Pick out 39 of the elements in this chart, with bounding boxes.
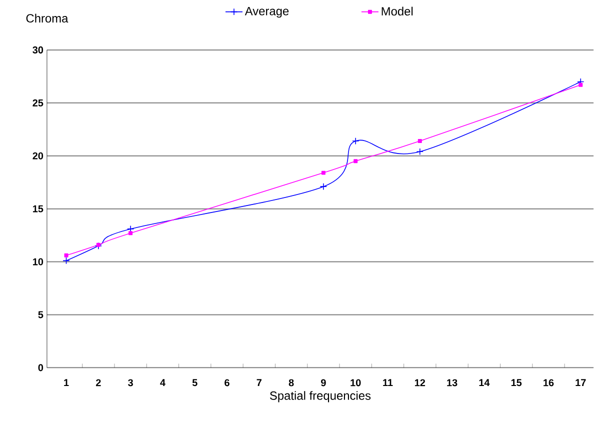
- x-tick-label: 5: [192, 379, 198, 386]
- x-tick-label: 8: [288, 379, 294, 386]
- y-tick-label: 0: [38, 364, 44, 372]
- legend-label: Model: [382, 6, 413, 16]
- x-tick-label: 7: [256, 379, 262, 386]
- y-tick-label: 10: [33, 258, 44, 266]
- y-tick-label: 30: [32, 46, 44, 54]
- y-tick-label: 15: [33, 206, 44, 212]
- x-tick-label: 16: [544, 379, 554, 386]
- y-tick-label: 25: [32, 100, 44, 107]
- point: [578, 83, 583, 88]
- point: [320, 183, 328, 190]
- x-tick-label: 14: [479, 379, 490, 386]
- x-tick-label: 4: [160, 379, 166, 386]
- y-axis-title: Chroma: [26, 14, 68, 23]
- point: [352, 138, 360, 145]
- point: [62, 257, 70, 264]
- x-tick-label: 11: [383, 379, 393, 386]
- x-tick-label: 15: [511, 379, 522, 386]
- y-tick-label: 20: [32, 152, 44, 160]
- x-tick-label: 1: [64, 379, 69, 386]
- point: [416, 148, 424, 156]
- x-tick-label: 2: [96, 379, 101, 386]
- x-tick-label: 12: [414, 379, 426, 386]
- x-tick-label: 10: [350, 379, 361, 386]
- x-tick-label: 13: [447, 379, 458, 386]
- legend-label: Average: [244, 7, 289, 18]
- point: [128, 231, 133, 236]
- x-tick-label: 3: [128, 379, 133, 386]
- x-tick-label: 6: [224, 379, 230, 386]
- point: [64, 254, 68, 258]
- point: [321, 171, 326, 175]
- point: [418, 139, 422, 144]
- point: [354, 159, 358, 164]
- y-tick-label: 5: [38, 311, 44, 318]
- x-axis-title: Spatial frequencies: [270, 391, 371, 402]
- x-tick-label: 9: [321, 379, 326, 386]
- point: [96, 243, 100, 248]
- x-tick-label: 17: [576, 379, 586, 386]
